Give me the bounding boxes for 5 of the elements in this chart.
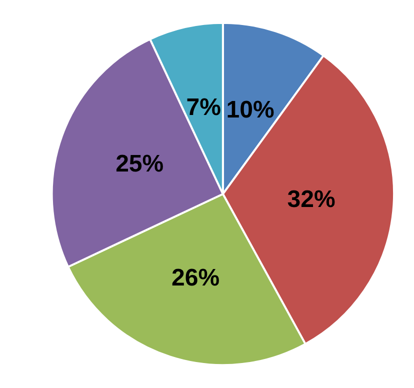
data-label: 10%: [226, 96, 274, 124]
data-label: 26%: [172, 264, 220, 292]
data-label: 7%: [186, 94, 221, 122]
data-label: 25%: [116, 150, 164, 178]
data-label: 32%: [287, 186, 336, 214]
